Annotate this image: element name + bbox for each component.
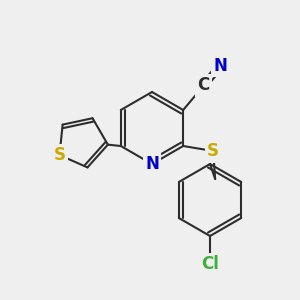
Text: Cl: Cl — [201, 255, 219, 273]
Text: S: S — [53, 146, 65, 164]
Text: N: N — [145, 155, 159, 173]
Text: N: N — [214, 57, 228, 75]
Text: S: S — [207, 142, 219, 160]
Text: C: C — [198, 76, 210, 94]
